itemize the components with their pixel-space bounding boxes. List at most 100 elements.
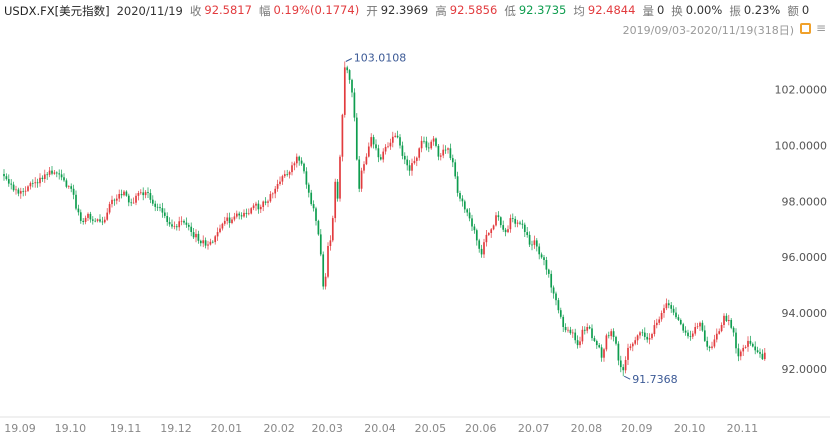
candle bbox=[226, 217, 229, 221]
candle bbox=[550, 273, 553, 288]
candle bbox=[727, 320, 730, 321]
candle bbox=[29, 183, 32, 187]
candle bbox=[643, 332, 646, 337]
candle bbox=[535, 240, 538, 247]
candle bbox=[173, 226, 176, 227]
candle bbox=[281, 176, 284, 182]
candle bbox=[70, 186, 73, 189]
candle bbox=[178, 221, 181, 228]
candle bbox=[531, 244, 533, 246]
candle bbox=[747, 340, 749, 347]
candle bbox=[384, 146, 387, 152]
candle bbox=[67, 186, 70, 187]
candle bbox=[598, 345, 601, 348]
field-label: 低 bbox=[504, 4, 516, 18]
candle bbox=[223, 220, 226, 224]
candle bbox=[651, 334, 653, 339]
candle bbox=[737, 348, 740, 357]
field-value: 0 bbox=[801, 3, 810, 17]
candle bbox=[322, 254, 325, 287]
x-axis-label: 20.09 bbox=[621, 422, 653, 435]
candlestick-chart[interactable]: 102.0000 100.0000 98.0000 96.0000 94.0000 92.… bbox=[0, 40, 830, 442]
candle bbox=[163, 212, 166, 216]
candle bbox=[442, 149, 445, 156]
x-axis-label: 19.12 bbox=[160, 422, 192, 435]
field-value: 92.3969 bbox=[380, 3, 429, 17]
candle bbox=[233, 216, 236, 220]
candle bbox=[667, 303, 670, 306]
candle bbox=[526, 232, 529, 235]
candle bbox=[346, 67, 349, 71]
candle bbox=[763, 352, 766, 360]
quote-date: 2020/11/19 bbox=[116, 4, 183, 18]
candle bbox=[627, 347, 629, 360]
candle bbox=[749, 340, 752, 344]
candle bbox=[327, 246, 329, 277]
y-axis-label: 94.0000 bbox=[782, 307, 828, 320]
candle bbox=[324, 276, 327, 287]
candle bbox=[336, 181, 339, 199]
candle bbox=[154, 203, 157, 207]
candle bbox=[96, 219, 99, 221]
quote-field-振: 振 0.23% bbox=[729, 3, 780, 19]
candle bbox=[418, 148, 421, 158]
candle bbox=[735, 332, 737, 349]
candle bbox=[367, 146, 370, 157]
candle bbox=[310, 192, 313, 205]
candle bbox=[113, 199, 116, 201]
candle bbox=[715, 333, 718, 340]
candle bbox=[36, 182, 39, 184]
candle bbox=[144, 192, 147, 196]
candle bbox=[79, 212, 82, 221]
candle bbox=[754, 346, 757, 351]
candle bbox=[387, 146, 389, 148]
candle bbox=[355, 117, 358, 160]
candle bbox=[235, 213, 238, 217]
field-value: 0 bbox=[656, 3, 665, 17]
candle bbox=[139, 192, 142, 194]
peak-leader-line bbox=[345, 58, 353, 62]
candle bbox=[190, 226, 193, 232]
candle bbox=[267, 201, 269, 203]
candle bbox=[12, 184, 15, 191]
candle bbox=[514, 218, 517, 224]
candle bbox=[420, 140, 423, 149]
highlighter-icon[interactable] bbox=[799, 23, 811, 34]
candle bbox=[370, 137, 373, 147]
candle bbox=[77, 208, 80, 213]
candle bbox=[507, 229, 509, 233]
candle bbox=[7, 179, 10, 184]
candle bbox=[615, 336, 617, 344]
candle bbox=[751, 343, 754, 347]
candle bbox=[51, 170, 53, 174]
candle bbox=[497, 215, 500, 218]
candle bbox=[123, 191, 125, 196]
candle bbox=[475, 230, 478, 241]
quote-field-换: 换 0.00% bbox=[671, 3, 722, 19]
candle bbox=[677, 317, 680, 320]
candle bbox=[533, 240, 536, 245]
quote-fields: 收 92.5817 幅 0.19%(0.1774) 开 92.3969 高 92.5856 低 9… bbox=[190, 3, 809, 19]
candle bbox=[283, 174, 286, 177]
candle bbox=[259, 206, 262, 210]
candle bbox=[706, 340, 709, 347]
candle bbox=[521, 223, 524, 225]
candle bbox=[435, 138, 437, 146]
field-label: 收 bbox=[189, 4, 202, 18]
candle bbox=[250, 208, 253, 214]
menu-icon[interactable]: ≡ bbox=[815, 21, 826, 35]
candle bbox=[216, 232, 219, 237]
candle bbox=[564, 327, 567, 331]
candle bbox=[684, 330, 687, 333]
candle bbox=[687, 332, 689, 337]
candle bbox=[459, 193, 461, 199]
y-axis-label: 92.0000 bbox=[782, 363, 828, 376]
candle bbox=[701, 322, 704, 331]
field-value: 0.23% bbox=[743, 3, 781, 17]
candle bbox=[34, 182, 37, 184]
field-value: 92.5856 bbox=[449, 3, 498, 17]
candle bbox=[27, 186, 29, 191]
candle bbox=[399, 137, 401, 146]
candle bbox=[437, 145, 440, 157]
candle bbox=[180, 220, 183, 222]
